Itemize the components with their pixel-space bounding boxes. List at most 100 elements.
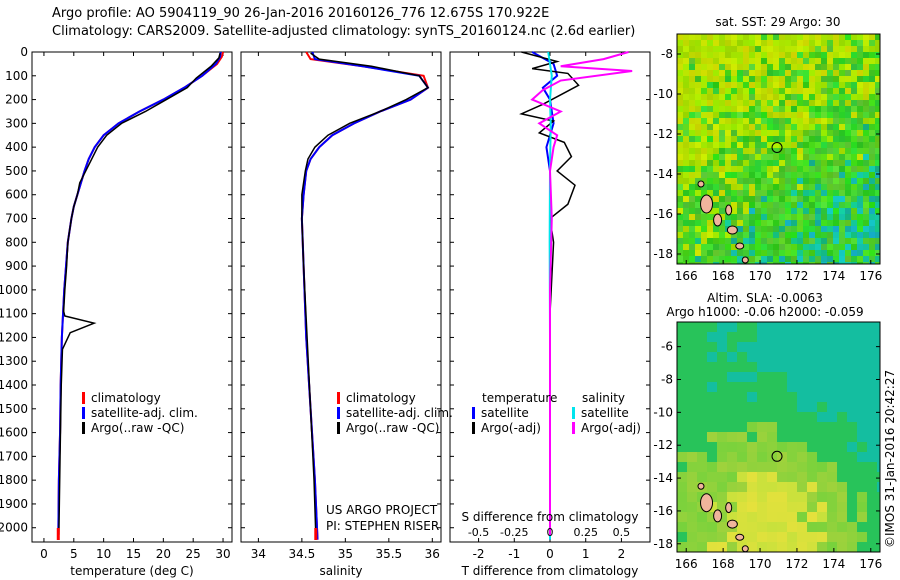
legend-label: Argo(..raw -QC) bbox=[91, 421, 184, 435]
x-tick-label: 5 bbox=[70, 547, 78, 561]
map-y-tick-label: -18 bbox=[653, 247, 673, 261]
y-tick-label: 800 bbox=[5, 235, 28, 249]
y-tick-label: 1800 bbox=[0, 473, 28, 487]
x-tick-label: 25 bbox=[186, 547, 201, 561]
annotation-project: US ARGO PROJECT bbox=[326, 503, 438, 517]
legend-swatch bbox=[572, 407, 575, 419]
island bbox=[735, 242, 745, 250]
x-axis-label: salinity bbox=[319, 564, 362, 578]
map-2 bbox=[676, 321, 881, 553]
island bbox=[725, 204, 733, 216]
map-y-tick-label: -16 bbox=[653, 504, 673, 518]
island bbox=[735, 533, 745, 541]
map-y-tick-label: -12 bbox=[653, 438, 673, 452]
legend-swatch bbox=[472, 407, 475, 419]
y-tick-label: 1300 bbox=[0, 354, 28, 368]
series-line-1-3 bbox=[58, 53, 221, 535]
island bbox=[700, 493, 714, 513]
legend-swatch bbox=[337, 407, 340, 419]
x-tick-label: 10 bbox=[96, 547, 111, 561]
bottom-marker bbox=[314, 528, 318, 540]
y-tick-label: 1600 bbox=[0, 426, 28, 440]
x-axis-label: temperature (deg C) bbox=[70, 564, 193, 578]
map-x-tick-label: 176 bbox=[859, 557, 882, 571]
map2-title: Altim. SLA: -0.0063 bbox=[707, 291, 823, 305]
y-tick-label: 1500 bbox=[0, 402, 28, 416]
s-diff-tick-label: 0.25 bbox=[573, 526, 598, 539]
x-tick-label: 34.5 bbox=[289, 547, 316, 561]
header-line1: Argo profile: AO 5904119_90 26-Jan-2016 … bbox=[52, 6, 550, 21]
legend-swatch bbox=[82, 422, 85, 434]
x-tick-label: 0 bbox=[40, 547, 48, 561]
map-x-tick-label: 166 bbox=[675, 269, 698, 283]
legend-label: Argo(..raw -QC) bbox=[346, 421, 439, 435]
map-y-tick-label: -16 bbox=[653, 207, 673, 221]
plot-frame-1 bbox=[31, 51, 233, 543]
legend-swatch bbox=[572, 422, 575, 434]
island bbox=[741, 545, 749, 553]
y-tick-label: 600 bbox=[5, 188, 28, 202]
legend-title-salinity: salinity bbox=[582, 391, 625, 405]
y-tick-label: 700 bbox=[5, 212, 28, 226]
legend-swatch bbox=[82, 407, 85, 419]
x-tick-label: 20 bbox=[156, 547, 171, 561]
legend-swatch bbox=[337, 422, 340, 434]
plot-frame-2 bbox=[240, 51, 442, 543]
map-x-tick-label: 174 bbox=[822, 269, 845, 283]
x-tick-label: 15 bbox=[126, 547, 141, 561]
argo-location-marker bbox=[771, 450, 783, 462]
map-frame bbox=[676, 321, 881, 553]
x-tick-label: 36 bbox=[425, 547, 440, 561]
y-tick-label: 400 bbox=[5, 140, 28, 154]
y-tick-label: 200 bbox=[5, 93, 28, 107]
map-x-tick-label: 172 bbox=[786, 269, 809, 283]
map-y-tick-label: -14 bbox=[653, 471, 673, 485]
island bbox=[713, 509, 723, 523]
y-tick-label: 500 bbox=[5, 164, 28, 178]
x-tick-label: 2 bbox=[618, 547, 626, 561]
x-tick-label: 0 bbox=[546, 547, 554, 561]
imos-stamp: ©IMOS 31-Jan-2016 20:42:27 bbox=[883, 370, 897, 548]
map-y-tick-label: -8 bbox=[661, 373, 673, 387]
legend-label: climatology bbox=[91, 391, 161, 405]
s-diff-tick-label: -0.25 bbox=[500, 526, 528, 539]
s-diff-tick-label: 0 bbox=[547, 526, 554, 539]
legend-label: satellite-adj. clim. bbox=[346, 406, 453, 420]
island bbox=[713, 213, 723, 227]
y-tick-label: 1200 bbox=[0, 330, 28, 344]
map1-title: sat. SST: 29 Argo: 30 bbox=[715, 15, 840, 29]
map-x-tick-label: 172 bbox=[786, 557, 809, 571]
map-y-tick-label: -14 bbox=[653, 167, 673, 181]
y-tick-label: 0 bbox=[20, 45, 28, 59]
argo-location-marker bbox=[771, 142, 783, 153]
legend-label: satellite-adj. clim. bbox=[91, 406, 198, 420]
legend-label: Argo(-adj) bbox=[481, 421, 541, 435]
y-tick-label: 1400 bbox=[0, 378, 28, 392]
series-line-2-3 bbox=[301, 52, 430, 535]
island bbox=[726, 225, 738, 235]
legend-title-temperature: temperature bbox=[482, 391, 557, 405]
y-tick-label: 100 bbox=[5, 69, 28, 83]
s-diff-tick-label: 0.5 bbox=[613, 526, 631, 539]
x-axis-label: T difference from climatology bbox=[461, 564, 639, 578]
map2-subtitle: Argo h1000: -0.06 h2000: -0.059 bbox=[666, 305, 863, 319]
x-tick-label: 35 bbox=[338, 547, 353, 561]
map-y-tick-label: -18 bbox=[653, 537, 673, 551]
map-frame bbox=[676, 33, 881, 265]
map-x-tick-label: 168 bbox=[712, 269, 735, 283]
map-x-tick-label: 170 bbox=[749, 269, 772, 283]
legend-label: satellite bbox=[481, 406, 529, 420]
map-y-tick-label: -12 bbox=[653, 127, 673, 141]
x-tick-label: 30 bbox=[215, 547, 230, 561]
map-x-tick-label: 166 bbox=[675, 557, 698, 571]
legend-label: climatology bbox=[346, 391, 416, 405]
y-tick-label: 2000 bbox=[0, 521, 28, 535]
bottom-marker bbox=[56, 528, 60, 540]
island bbox=[697, 180, 705, 188]
map-1 bbox=[676, 33, 881, 265]
island bbox=[725, 502, 733, 514]
annotation-pi: PI: STEPHEN RISER bbox=[326, 519, 439, 533]
map-y-tick-label: -6 bbox=[661, 340, 673, 354]
legend-label: Argo(-adj) bbox=[581, 421, 641, 435]
island bbox=[741, 256, 749, 264]
